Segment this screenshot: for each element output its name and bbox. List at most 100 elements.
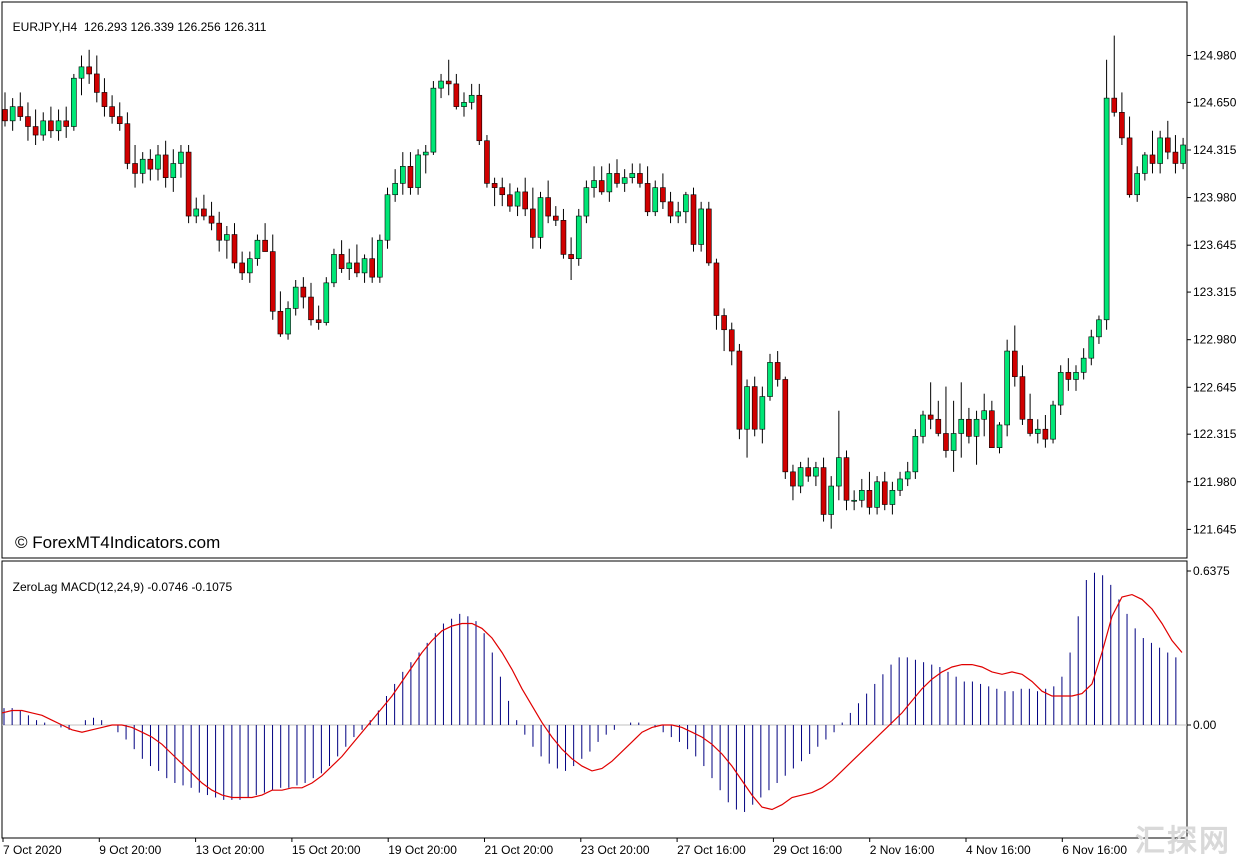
candle-body <box>178 151 184 164</box>
candle-body <box>40 120 47 136</box>
candle-body <box>851 499 857 502</box>
candle-body <box>422 151 429 156</box>
candle-body <box>1034 428 1041 434</box>
candle-body <box>530 208 536 238</box>
candle-body <box>101 92 108 107</box>
candle-body <box>782 379 789 473</box>
candle-body <box>132 163 138 174</box>
candle-body <box>239 262 245 274</box>
candle-body <box>1073 372 1079 380</box>
candle-body <box>820 467 827 515</box>
price-tick-label: 121.645 <box>1193 522 1237 536</box>
candle-body <box>1126 137 1133 196</box>
candle-body <box>407 166 414 188</box>
candle-body <box>300 286 307 298</box>
candle-body <box>1119 112 1125 139</box>
candle-body <box>583 187 590 217</box>
candle-body <box>476 94 483 142</box>
symbol-header: EURJPY,H4 126.293 126.339 126.256 126.31… <box>6 6 267 34</box>
histogram-layer <box>3 572 1177 812</box>
candle-body <box>614 173 620 184</box>
candle-body <box>797 467 804 487</box>
candle-body <box>430 87 437 153</box>
candle-body <box>813 467 819 477</box>
candle-body <box>744 386 750 430</box>
candle-body <box>989 410 995 448</box>
candle-body <box>552 215 559 221</box>
candle-body <box>522 191 529 210</box>
price-tick-label: 124.980 <box>1193 48 1237 62</box>
candle-body <box>660 187 666 203</box>
candle-body <box>774 362 781 380</box>
candle-body <box>973 418 980 437</box>
candle-body <box>354 262 360 274</box>
candle-body <box>48 120 54 132</box>
candle-body <box>767 362 773 397</box>
candle-body <box>728 329 735 352</box>
candle-body <box>445 80 452 85</box>
candle-body <box>751 386 758 430</box>
candle-body <box>109 106 115 117</box>
candle-body <box>1042 428 1049 440</box>
candle-body <box>224 234 230 241</box>
price-axis: 124.980 124.650 124.315 123.980 123.645 123.3… <box>1187 48 1237 536</box>
candle-body <box>545 197 551 217</box>
candle-body <box>912 436 919 473</box>
ohlc-values: 126.293 126.339 126.256 126.311 <box>83 20 267 34</box>
candle-body <box>629 173 636 178</box>
candle-body <box>116 116 123 124</box>
indicator-tick-label: 0.6375 <box>1193 564 1230 578</box>
time-tick-label: 9 Oct 20:00 <box>99 843 161 857</box>
price-tick-label: 123.315 <box>1193 285 1237 299</box>
candle-body <box>958 418 965 434</box>
price-tick-label: 123.645 <box>1193 238 1237 252</box>
candle-body <box>491 183 498 188</box>
time-tick-label: 2 Nov 16:00 <box>870 843 935 857</box>
candle-body <box>94 73 100 93</box>
candle-body <box>86 66 92 75</box>
candle-body <box>889 490 896 505</box>
candle-body <box>836 457 842 487</box>
time-tick-label: 13 Oct 20:00 <box>196 843 265 857</box>
candle-body <box>285 308 291 335</box>
candle-body <box>805 467 812 477</box>
candle-body <box>920 414 926 437</box>
candle-body <box>499 187 506 196</box>
candle-body <box>292 286 299 309</box>
candle-body <box>9 106 16 122</box>
candle-body <box>78 66 85 79</box>
candle-body <box>1057 372 1064 406</box>
candle-body <box>736 350 743 430</box>
candle-body <box>1180 144 1186 164</box>
candle-body <box>927 414 934 420</box>
candle-body <box>1103 97 1110 321</box>
time-tick-label: 15 Oct 20:00 <box>292 843 361 857</box>
candle-body <box>683 194 689 213</box>
candle-body <box>981 410 988 420</box>
candle-body <box>308 296 314 321</box>
candle-body <box>216 222 222 241</box>
candle-body <box>277 310 284 335</box>
candle-body <box>644 183 651 213</box>
candle-body <box>1111 97 1118 113</box>
candle-body <box>247 258 253 274</box>
candle-body <box>1157 137 1163 164</box>
price-tick-label: 122.645 <box>1193 380 1237 394</box>
candle-body <box>1027 418 1033 434</box>
candle-body <box>858 490 865 501</box>
price-tick-label: 121.980 <box>1193 475 1237 489</box>
candle-body <box>338 254 345 269</box>
candle-body <box>32 126 39 136</box>
time-tick-label: 29 Oct 16:00 <box>773 843 842 857</box>
candle-body <box>1011 350 1018 377</box>
candle-body <box>721 315 727 331</box>
candle-body <box>507 194 513 207</box>
candle-body <box>369 258 376 278</box>
candle-body <box>828 485 835 515</box>
candle-body <box>2 109 8 122</box>
candle-body <box>1134 173 1140 196</box>
candle-body <box>881 481 888 505</box>
candle-body <box>950 433 957 451</box>
candle-body <box>147 158 154 170</box>
